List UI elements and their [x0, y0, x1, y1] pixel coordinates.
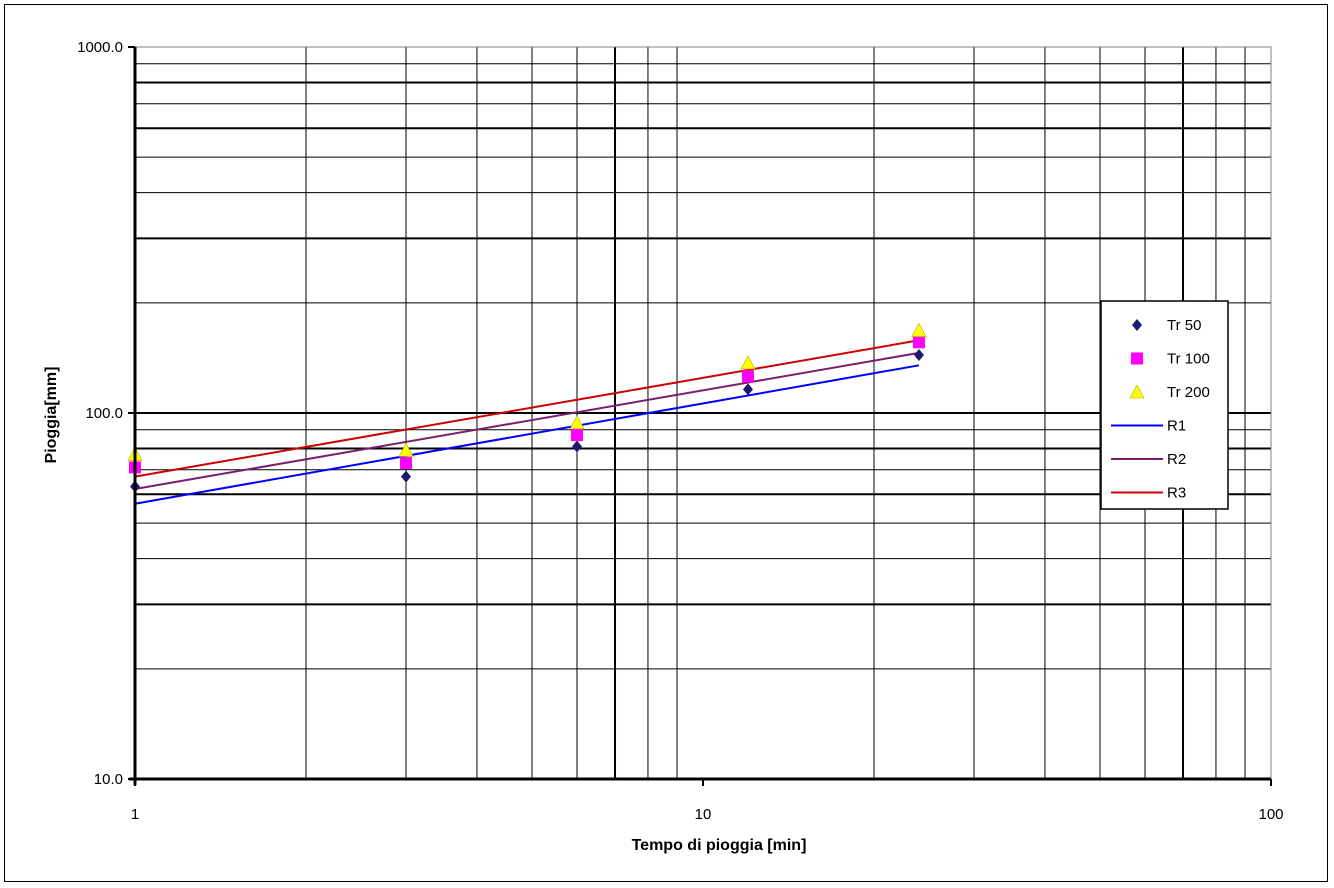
series-line-r1: [134, 364, 920, 505]
legend-swatch-tr-100: [1131, 352, 1143, 365]
data-point-tr-200: [911, 322, 927, 337]
series-line-r2: [134, 351, 920, 490]
data-point-tr-50: [742, 383, 753, 396]
legend-label-r1: R1: [1167, 418, 1186, 435]
data-points: [127, 322, 927, 493]
legend: Tr 50 Tr 100 Tr 200 R1 R2 R3: [1100, 300, 1229, 510]
y-tick-label: 1000.0: [77, 39, 123, 56]
legend-label-tr-200: Tr 200: [1167, 384, 1210, 401]
legend-swatch-tr-50: [1132, 319, 1142, 331]
x-tick-label: 1: [131, 806, 139, 823]
x-tick-label: 100: [1258, 806, 1283, 823]
y-axis-title: Pioggia[mm]: [43, 367, 60, 464]
legend-swatch-tr-200: [1129, 384, 1145, 399]
y-tick-label: 10.0: [94, 771, 123, 788]
axes: [128, 46, 1272, 786]
data-point-tr-100: [570, 429, 583, 442]
x-tick-label: 10: [695, 806, 712, 823]
data-point-tr-200: [740, 355, 756, 370]
data-point-tr-50: [913, 349, 924, 362]
x-axis-title: Tempo di pioggia [min]: [632, 837, 807, 854]
data-point-tr-100: [741, 370, 754, 383]
legend-label-tr-50: Tr 50: [1167, 317, 1201, 334]
legend-box: [1100, 300, 1229, 510]
grid: [135, 47, 1271, 779]
y-tick-label: 100.0: [85, 405, 123, 422]
series-line-r3: [134, 339, 920, 478]
legend-label-r2: R2: [1167, 451, 1186, 468]
data-point-tr-200: [569, 415, 585, 430]
data-point-tr-50: [571, 440, 582, 453]
tick-labels: 1 10 100 10.0 100.0 1000.0: [77, 39, 1283, 823]
legend-label-r3: R3: [1167, 485, 1186, 502]
legend-label-tr-100: Tr 100: [1167, 351, 1210, 368]
data-point-tr-200: [398, 442, 414, 457]
data-point-tr-100: [912, 336, 925, 349]
regression-lines: [134, 339, 920, 505]
data-point-tr-100: [400, 457, 413, 470]
data-point-tr-50: [401, 470, 412, 483]
